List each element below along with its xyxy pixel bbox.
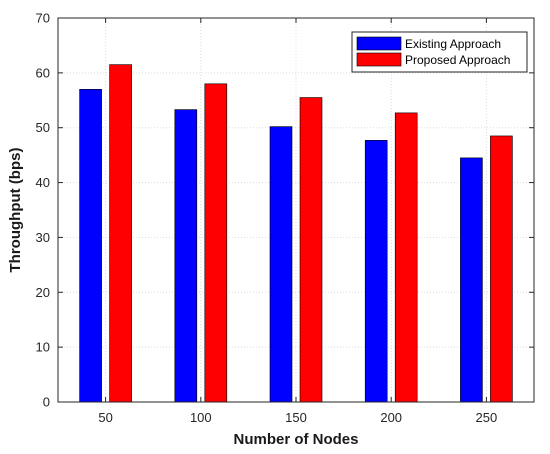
bar-proposed	[394, 112, 418, 403]
legend-swatch-proposed	[356, 52, 402, 67]
bar-proposed	[109, 64, 132, 403]
bar-existing	[79, 89, 102, 403]
bar-existing	[174, 109, 198, 403]
legend: Existing Approach Proposed Approach	[351, 31, 528, 73]
bar-proposed	[299, 97, 323, 403]
y-tick-label: 60	[36, 65, 50, 80]
x-axis-ticks: 50 100 150 200 250	[98, 18, 497, 425]
y-tick-label: 40	[36, 175, 50, 190]
x-tick-label: 50	[98, 410, 112, 425]
legend-item-existing: Existing Approach	[356, 36, 501, 51]
bar-existing	[364, 140, 388, 403]
y-tick-label: 10	[36, 340, 50, 355]
x-axis-label: Number of Nodes	[233, 431, 358, 448]
bar-existing	[269, 126, 293, 403]
x-tick-label: 250	[476, 410, 498, 425]
bars	[79, 64, 513, 403]
legend-item-proposed: Proposed Approach	[356, 52, 510, 67]
y-tick-label: 70	[36, 11, 50, 26]
y-tick-label: 0	[43, 395, 50, 410]
bar-existing	[460, 157, 483, 403]
y-axis-label: Throughput (bps)	[7, 148, 24, 273]
x-tick-label: 200	[380, 410, 402, 425]
y-tick-label: 20	[36, 285, 50, 300]
y-tick-label: 50	[36, 120, 50, 135]
y-tick-label: 30	[36, 230, 50, 245]
x-tick-label: 150	[285, 410, 307, 425]
legend-label-proposed: Proposed Approach	[405, 53, 510, 67]
bar-proposed	[490, 135, 513, 403]
legend-label-existing: Existing Approach	[405, 37, 501, 51]
bar-proposed	[204, 83, 228, 403]
x-tick-label: 100	[190, 410, 212, 425]
legend-swatch-existing	[356, 36, 402, 51]
y-axis-ticks: 0 10 20 30 40 50 60 70	[36, 11, 534, 410]
